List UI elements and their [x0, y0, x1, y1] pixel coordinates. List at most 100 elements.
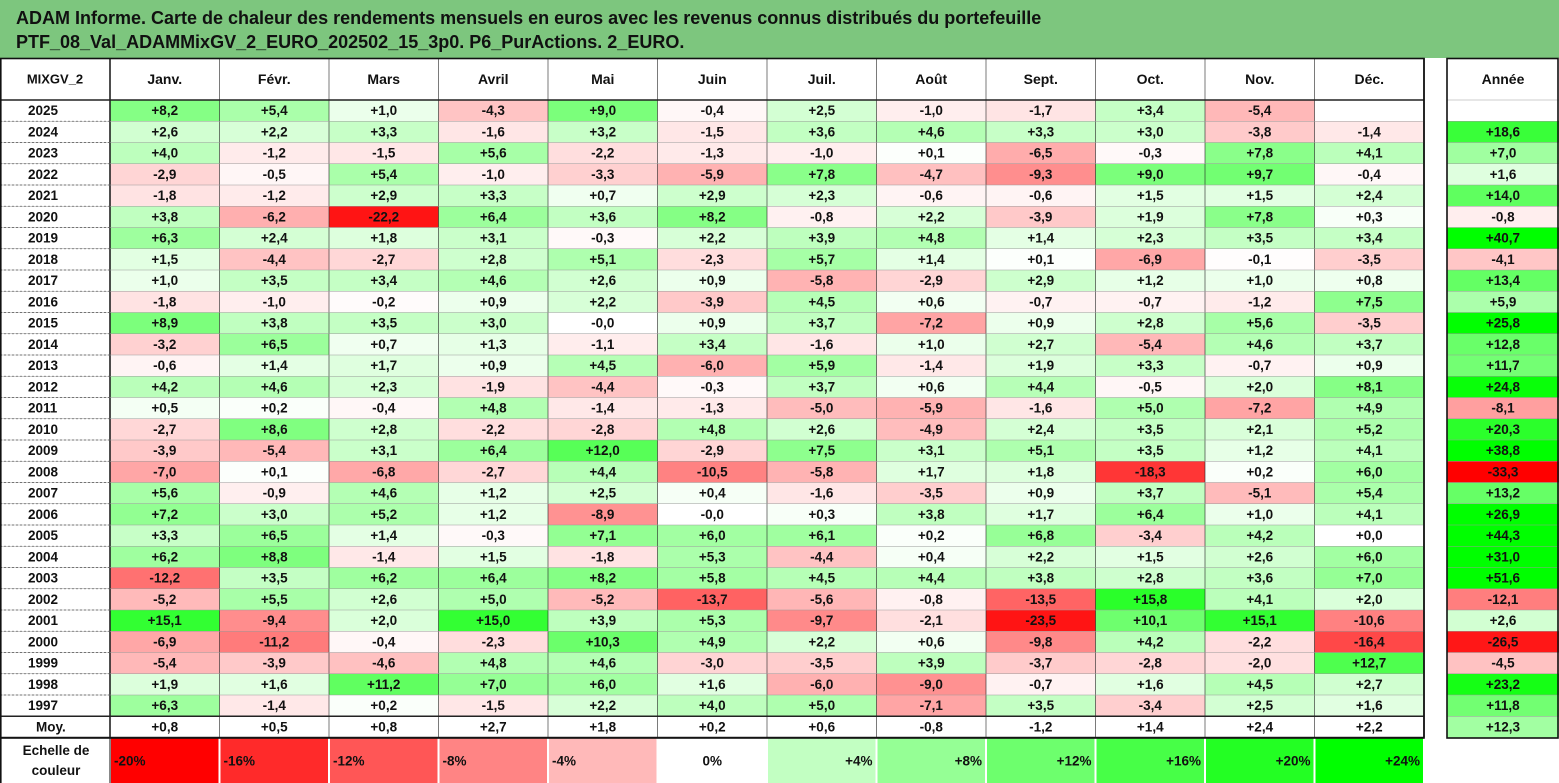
cell-value: -3,5 — [1358, 252, 1382, 267]
table-row: 2017 +1,0 +3,5 +3,4 +4,6 +2,6 +0,9 -5,8 -2,9 +2,9… — [28, 270, 1559, 292]
heatmap-cell — [219, 163, 329, 185]
cell-value: +3,7 — [1137, 486, 1164, 501]
year-label: 1999 — [28, 656, 58, 671]
heatmap-cell — [110, 270, 220, 292]
annual-cell — [1447, 588, 1559, 610]
average-value: +0,8 — [151, 719, 178, 734]
cell-value: -3,0 — [701, 656, 724, 671]
heatmap-cell — [1314, 376, 1424, 398]
heatmap-cell — [1095, 206, 1205, 228]
heatmap-cell — [986, 461, 1096, 483]
cell-value: -1,3 — [701, 401, 725, 416]
heatmap-cell — [876, 206, 986, 228]
cell-value: -3,9 — [701, 294, 724, 309]
cell-value: -4,6 — [372, 656, 396, 671]
heatmap-cell — [1095, 185, 1205, 207]
heatmap-cell — [548, 567, 658, 589]
heatmap-cell — [767, 142, 877, 164]
annual-value: -33,3 — [1488, 464, 1519, 479]
cell-value: +6,4 — [480, 443, 507, 458]
heatmap-cell — [329, 206, 439, 228]
title-line-2: PTF_08_Val_ADAMMixGV_2_EURO_202502_15_3p… — [16, 32, 685, 52]
heatmap-cell — [1095, 248, 1205, 270]
cell-value: -0,0 — [591, 316, 614, 331]
cell-value: -1,4 — [591, 401, 615, 416]
heatmap-cell — [1205, 525, 1315, 547]
average-value: +0,6 — [808, 719, 835, 734]
heatmap-cell — [110, 503, 220, 525]
cell-value: +1,9 — [1137, 209, 1164, 224]
heatmap-cell — [1205, 567, 1315, 589]
cell-value: -2,8 — [1139, 656, 1163, 671]
annual-value: +13,2 — [1486, 486, 1520, 501]
cell-value: +3,5 — [1137, 422, 1164, 437]
heatmap-cell — [1314, 397, 1424, 419]
cell-value: -0,4 — [1358, 167, 1382, 182]
average-value: +1,4 — [1137, 719, 1164, 734]
heatmap-cell — [1205, 673, 1315, 695]
heatmap-cell — [110, 461, 220, 483]
cell-value: +0,2 — [370, 698, 397, 713]
heatmap-cell — [767, 185, 877, 207]
cell-value: -1,6 — [810, 337, 834, 352]
cell-value: +0,9 — [1027, 486, 1054, 501]
annual-cell — [1447, 461, 1559, 483]
cell-value: -9,0 — [920, 677, 943, 692]
heatmap-cell — [767, 567, 877, 589]
cell-value: -2,9 — [920, 273, 943, 288]
heatmap-cell — [110, 525, 220, 547]
heatmap-cell — [329, 270, 439, 292]
heatmap-cell — [1314, 588, 1424, 610]
cell-value: +3,5 — [261, 571, 288, 586]
annual-cell — [1447, 333, 1559, 355]
cell-value: +0,1 — [918, 146, 945, 161]
annual-cell — [1447, 142, 1559, 164]
cell-value: +1,0 — [151, 273, 178, 288]
heatmap-cell — [986, 163, 1096, 185]
cell-value: +1,4 — [370, 528, 397, 543]
cell-value: +1,2 — [1137, 273, 1164, 288]
cell-value: -11,2 — [259, 634, 289, 649]
annual-cell — [1447, 312, 1559, 334]
heatmap-cell — [1314, 610, 1424, 632]
cell-value: +0,6 — [918, 634, 945, 649]
heatmap-cell — [657, 312, 767, 334]
average-value: +2,7 — [480, 719, 507, 734]
annual-value: +40,7 — [1486, 231, 1520, 246]
table-row: 2010 -2,7 +8,6 +2,8 -2,2 -2,8 +4,8 +2,6 -4,9 +2,4… — [28, 418, 1559, 440]
cell-value: +2,3 — [1137, 231, 1164, 246]
annual-value: +14,0 — [1486, 188, 1520, 203]
annual-value: +12,8 — [1486, 337, 1521, 352]
cell-value: +8,9 — [151, 316, 178, 331]
heatmap-cell — [110, 695, 220, 717]
heatmap-cell — [548, 206, 658, 228]
month-header-5: Mai — [591, 71, 614, 87]
heatmap-cell — [767, 270, 877, 292]
cell-value: +4,2 — [1137, 634, 1164, 649]
cell-value: +5,3 — [699, 549, 726, 564]
heatmap-cell — [329, 355, 439, 377]
annual-cell — [1447, 652, 1559, 674]
cell-value: -13,7 — [697, 592, 728, 607]
heatmap-cell — [329, 482, 439, 504]
cell-value: +3,1 — [480, 231, 507, 246]
month-header-6: Juin — [698, 71, 727, 87]
year-label: 2011 — [28, 401, 58, 416]
cell-value: +2,1 — [1246, 422, 1273, 437]
cell-value: +1,8 — [370, 231, 397, 246]
heatmap-cell — [110, 652, 220, 674]
heatmap-cell — [548, 503, 658, 525]
cell-value: +1,7 — [1027, 507, 1054, 522]
heatmap-cell — [657, 631, 767, 653]
cell-value: +3,8 — [261, 316, 288, 331]
annual-cell — [1447, 270, 1559, 292]
cell-value: +0,9 — [1027, 316, 1054, 331]
cell-value: -1,4 — [920, 358, 944, 373]
heatmap-cell — [438, 100, 548, 122]
cell-value: +6,2 — [370, 571, 397, 586]
cell-value: +1,5 — [1137, 188, 1164, 203]
year-label: 2003 — [28, 571, 59, 586]
heatmap-cell — [986, 397, 1096, 419]
heatmap-cell — [438, 376, 548, 398]
heatmap-cell — [767, 673, 877, 695]
